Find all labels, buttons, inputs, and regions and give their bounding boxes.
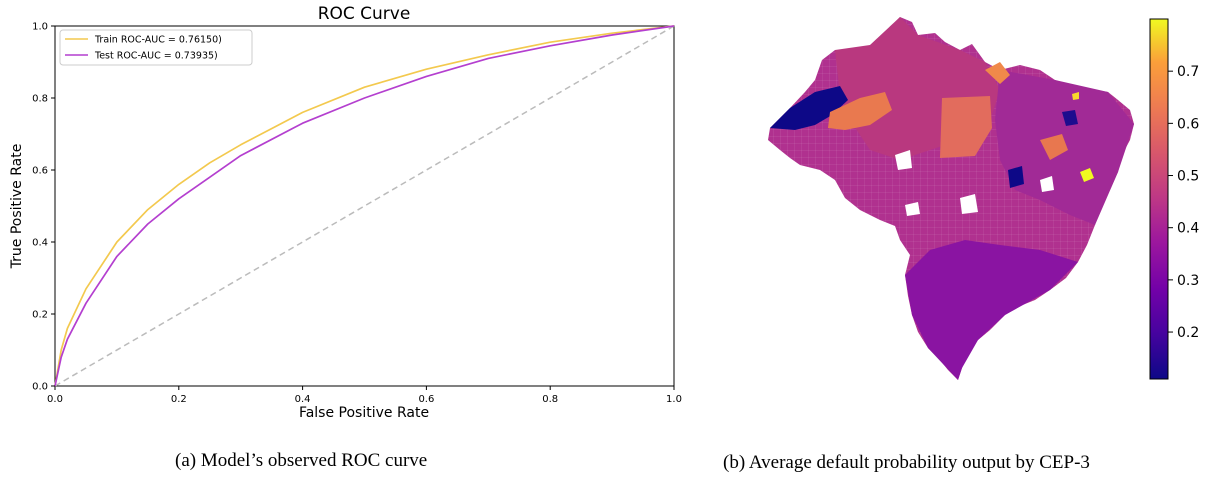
x-axis-ticks: 0.0 0.2 0.4 0.6 0.8 1.0 [47,386,682,405]
map-region-central-low [1008,166,1024,188]
map-gap [1040,176,1054,192]
colorbar-tick-label: 0.2 [1177,325,1199,341]
test-roc-line [54,25,675,387]
x-tick-label: 0.8 [542,394,558,405]
colorbar-tick-label: 0.7 [1177,64,1199,80]
colorbar-tick-label: 0.3 [1177,273,1199,289]
chance-diagonal-line [54,25,675,387]
y-tick-label: 0.8 [32,94,48,105]
map-region-south [905,240,1078,380]
legend: Train ROC-AUC = 0.76150) Test ROC-AUC = … [59,29,253,66]
colorbar-ticks: 0.2 0.3 0.4 0.5 0.6 0.7 [1168,64,1199,341]
colorbar: 0.2 0.3 0.4 0.5 0.6 0.7 [1149,18,1199,380]
caption-b: (b) Average default probability output b… [723,452,1090,473]
x-axis-label: False Positive Rate [299,405,429,421]
train-roc-line [54,25,675,387]
map-region-northeast-orange [1040,134,1068,160]
y-tick-label: 0.2 [32,310,48,321]
x-tick-label: 1.0 [666,394,682,405]
map-gap [905,202,920,216]
colorbar-tick-label: 0.5 [1177,169,1199,185]
map-region-far-west [770,86,848,130]
y-tick-label: 0.6 [32,166,48,177]
map-region-west-orange [828,92,892,130]
x-tick-label: 0.4 [295,394,311,405]
plot-area [54,25,675,387]
map-region-northeast-low [1062,110,1078,126]
y-axis-ticks: 0.0 0.2 0.4 0.6 0.8 1.0 [32,22,55,393]
colorbar-gradient [1149,18,1169,380]
map-region-central-orange [940,96,992,158]
legend-label-test: Test ROC-AUC = 0.73935) [94,51,218,62]
map-gap [960,194,978,214]
map-region-small-yellow [1072,92,1079,100]
y-tick-label: 0.4 [32,238,48,249]
colorbar-tick-label: 0.4 [1177,221,1199,237]
legend-box [59,29,253,66]
roc-chart: ROC Curve 0.0 0.2 0.4 0.6 0.8 1.0 0.00.20.40.… [9,4,682,421]
caption-a: (a) Model’s observed ROC curve [175,450,428,471]
y-tick-label: 1.0 [32,22,48,33]
y-axis-label: True Positive Rate [9,144,25,270]
y-tick-label: 0.0 [32,382,48,393]
colorbar-tick-label: 0.6 [1177,116,1199,132]
map-gap [895,150,912,170]
x-tick-label: 0.2 [171,394,187,405]
choropleth-map [768,17,1134,380]
map-region-high-spot [1080,168,1094,182]
chart-title: ROC Curve [318,4,411,24]
x-tick-label: 0.6 [418,394,434,405]
roc-series-group [54,25,675,387]
x-tick-label: 0.0 [47,394,63,405]
map-region-north-orange [985,62,1010,84]
legend-label-train: Train ROC-AUC = 0.76150) [94,35,222,46]
